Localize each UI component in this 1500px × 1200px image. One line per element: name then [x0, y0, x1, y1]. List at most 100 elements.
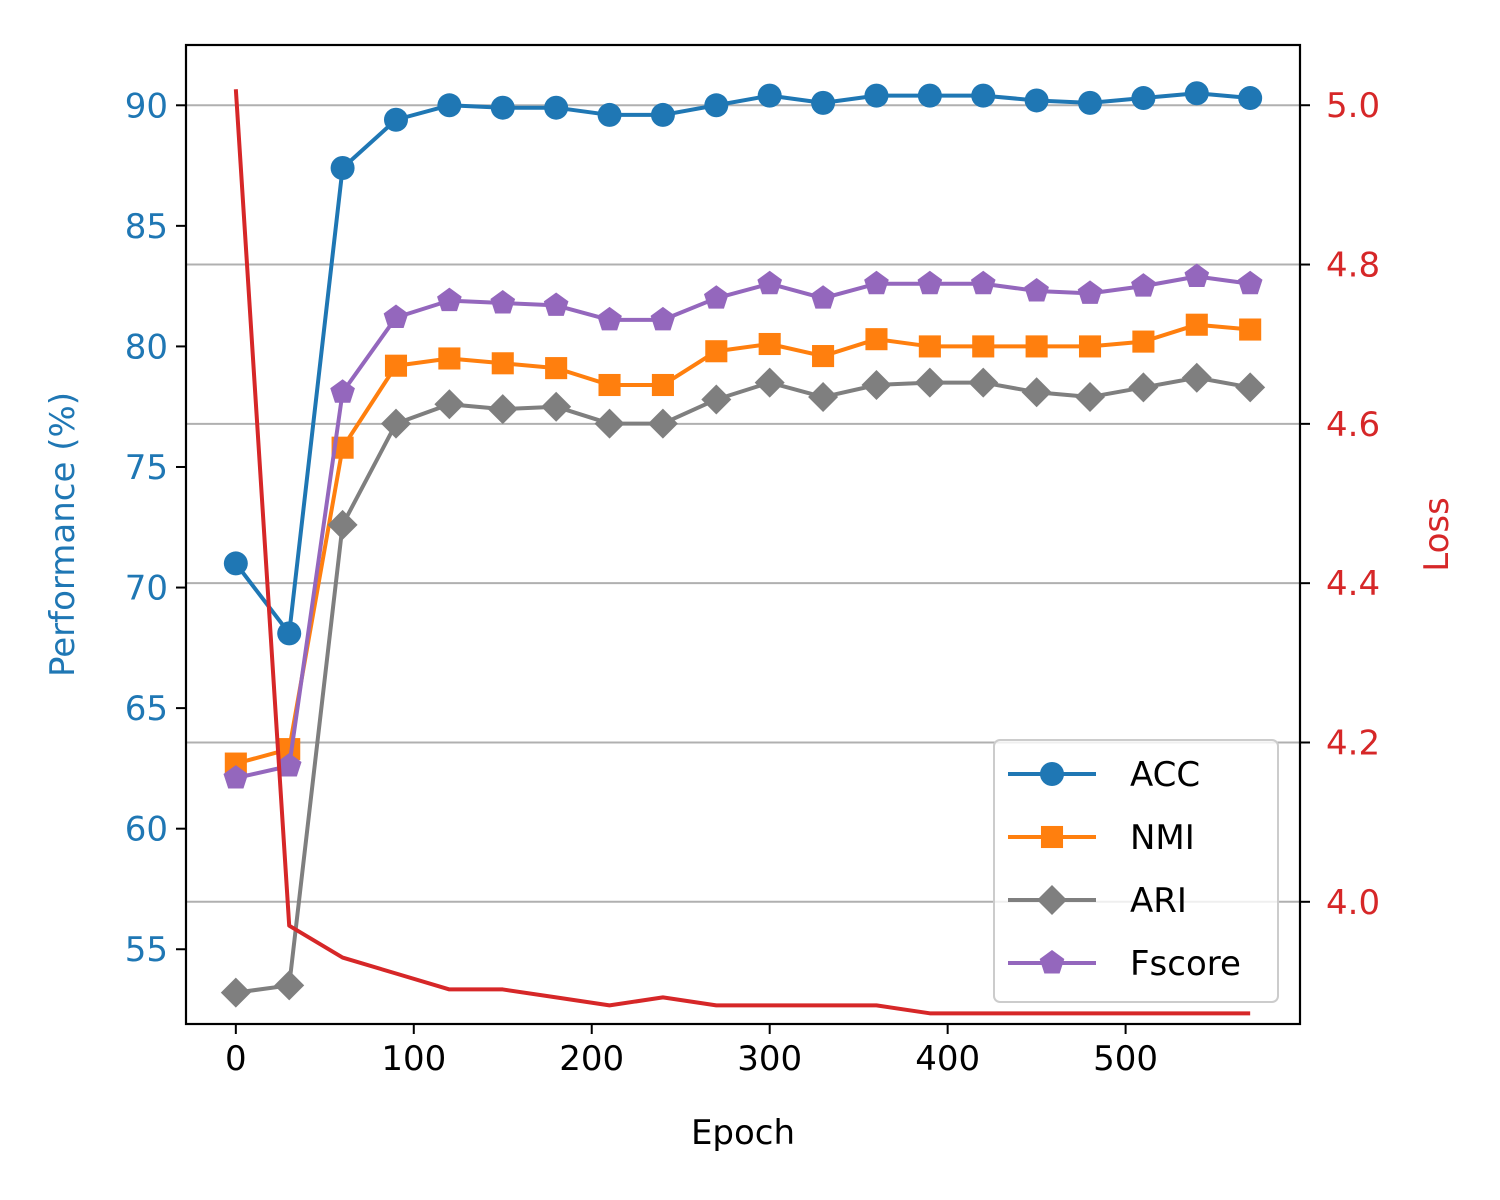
data-point-fscore	[330, 379, 355, 403]
data-point-fscore	[1131, 273, 1156, 297]
data-point-fscore	[1237, 270, 1263, 295]
data-point-fscore	[810, 285, 836, 309]
y-left-tick-label: 55	[125, 930, 168, 970]
y-right-tick-label: 4.6	[1326, 405, 1380, 445]
x-tick-label: 0	[225, 1039, 247, 1079]
data-point-fscore	[970, 270, 996, 295]
data-point-fscore	[490, 290, 516, 314]
y-left-tick-label: 70	[125, 569, 168, 609]
data-point-acc	[1238, 86, 1263, 111]
data-point-nmi	[1239, 318, 1262, 341]
data-point-ari	[968, 367, 999, 398]
data-point-ari	[541, 391, 572, 422]
data-point-fscore	[223, 765, 249, 789]
data-point-nmi	[972, 335, 995, 358]
data-point-acc	[1184, 81, 1209, 106]
data-point-fscore	[703, 285, 729, 309]
x-axis-label: Epoch	[691, 1113, 795, 1153]
data-point-acc	[223, 551, 248, 576]
data-point-nmi	[812, 345, 835, 368]
data-point-ari	[327, 509, 358, 540]
data-point-acc	[1078, 90, 1103, 115]
data-point-nmi	[651, 373, 674, 397]
data-point-nmi	[598, 373, 621, 397]
data-point-fscore	[437, 287, 462, 312]
data-point-nmi	[1132, 330, 1155, 353]
legend-label-fscore: Fscore	[1130, 944, 1241, 984]
y-left-tick-label: 80	[125, 327, 168, 367]
data-point-acc	[544, 95, 569, 120]
data-point-acc	[383, 107, 408, 132]
data-point-ari	[808, 382, 839, 413]
data-point-fscore	[383, 304, 409, 328]
data-point-nmi	[1078, 335, 1102, 358]
data-point-ari	[1128, 372, 1159, 403]
legend-box	[993, 739, 1279, 1003]
data-point-ari	[1075, 382, 1106, 413]
series-layer	[220, 81, 1266, 1016]
data-point-nmi	[278, 738, 301, 761]
data-point-nmi	[758, 332, 781, 356]
data-point-acc	[597, 102, 622, 127]
data-point-acc	[650, 102, 675, 127]
data-point-nmi	[491, 352, 514, 375]
data-point-acc	[971, 83, 996, 108]
legend-marker-fscore	[1039, 950, 1065, 974]
data-point-ari	[594, 408, 625, 439]
data-point-acc	[757, 83, 782, 108]
legend-label-nmi: NMI	[1130, 818, 1195, 858]
data-point-ari	[1235, 372, 1266, 403]
data-point-fscore	[1024, 278, 1049, 302]
data-point-nmi	[384, 354, 408, 377]
data-point-fscore	[543, 292, 569, 316]
y-right-tick-label: 4.2	[1326, 723, 1380, 763]
data-point-ari	[861, 369, 892, 400]
data-point-acc	[917, 83, 942, 108]
data-point-nmi	[918, 335, 941, 358]
data-point-fscore	[597, 306, 622, 331]
data-point-ari	[754, 367, 785, 398]
data-point-fscore	[917, 270, 943, 295]
data-point-ari	[487, 394, 518, 425]
data-point-acc	[277, 621, 302, 646]
axis-layer: 0 100 200 300 400 500 55 60 65 70 75 80 85 90 4.0 4.2 4.…	[125, 86, 1380, 1079]
data-point-ari	[701, 384, 732, 415]
data-point-nmi	[1025, 335, 1048, 358]
legend-marker-ari	[1037, 885, 1067, 915]
data-point-fscore	[276, 753, 302, 777]
x-tick-label: 300	[737, 1039, 802, 1079]
legend-label-acc: ACC	[1130, 755, 1200, 795]
data-point-fscore	[864, 270, 889, 295]
y-axis-left-label: Performance (%)	[43, 392, 83, 677]
data-point-nmi	[865, 328, 888, 351]
data-point-acc	[704, 93, 729, 118]
y-right-tick-label: 5.0	[1326, 86, 1380, 126]
data-point-fscore	[650, 306, 676, 331]
data-point-ari	[274, 970, 305, 1001]
y-left-tick-label: 65	[125, 689, 168, 729]
data-point-fscore	[1184, 263, 1210, 287]
legend-label-ari: ARI	[1130, 881, 1187, 921]
data-point-acc	[437, 93, 462, 118]
legend: ACC NMI ARI Fscore	[993, 739, 1279, 1003]
data-point-ari	[1181, 362, 1212, 393]
data-point-acc	[490, 95, 515, 120]
y-right-tick-label: 4.0	[1326, 883, 1380, 923]
x-tick-label: 400	[915, 1039, 980, 1079]
x-tick-label: 100	[381, 1039, 446, 1079]
y-right-tick-label: 4.8	[1326, 246, 1380, 286]
data-point-acc	[1131, 86, 1156, 111]
data-point-ari	[1021, 377, 1052, 408]
y-left-tick-label: 60	[125, 810, 168, 850]
data-point-acc	[330, 155, 355, 180]
data-point-fscore	[1077, 280, 1103, 304]
data-point-acc	[864, 83, 889, 108]
x-tick-label: 200	[559, 1039, 624, 1079]
data-point-nmi	[1185, 313, 1208, 336]
y-left-tick-label: 85	[125, 207, 168, 247]
plot-frame	[184, 43, 1302, 1026]
legend-marker-nmi	[1040, 825, 1064, 849]
y-axis-right-label: Loss	[1417, 497, 1457, 572]
